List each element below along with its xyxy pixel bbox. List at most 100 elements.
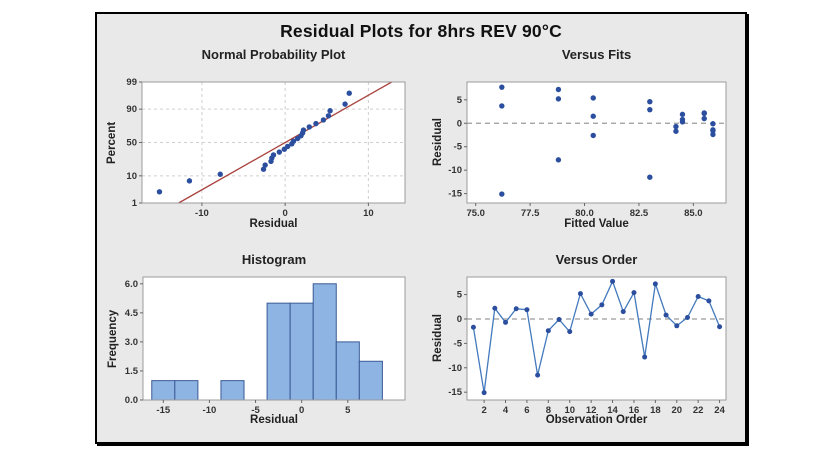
- x-tick-label: 8: [546, 405, 551, 416]
- x-tick-label: 4: [503, 405, 509, 416]
- data-point: [673, 123, 679, 130]
- y-tick-label: 0.0: [125, 395, 138, 406]
- x-tick-label: 18: [650, 405, 661, 416]
- data-point: [647, 106, 653, 113]
- x-tick-label: 14: [607, 405, 618, 416]
- x-axis-label-fitted-value: Fitted Value: [564, 218, 629, 230]
- chart-npp: -10 0 10 1 10 50 90 99: [126, 77, 406, 219]
- data-point: [320, 117, 327, 123]
- chart-title-versus-order: Versus Order: [555, 252, 638, 267]
- data-point: [290, 138, 297, 144]
- y-tick-label: 1: [132, 198, 138, 209]
- histogram-bar: [220, 380, 245, 401]
- x-tick-label: 0: [299, 405, 304, 416]
- y-tick-label: 4.5: [125, 308, 139, 319]
- x-tick-label: 80.0: [575, 208, 594, 219]
- data-point: [679, 119, 686, 125]
- data-point: [499, 84, 505, 90]
- data-point: [499, 191, 505, 197]
- y-tick-label: 1.5: [125, 366, 139, 377]
- x-tick-label: -10: [195, 208, 209, 219]
- chart-hist: -15 -10 -5 0 5 0.0 1.5 3.0 4.5 6.0: [125, 276, 406, 416]
- y-tick-label: 99: [126, 77, 137, 88]
- data-point: [590, 95, 596, 101]
- chart-title-histogram: Histogram: [241, 252, 307, 267]
- y-tick-label: -15: [448, 189, 462, 200]
- y-tick-label: 0: [457, 118, 462, 129]
- data-point: [217, 171, 223, 177]
- data-point: [260, 166, 267, 172]
- data-point: [186, 178, 193, 184]
- data-point: [284, 143, 291, 150]
- data-point: [710, 128, 716, 134]
- y-tick-label: -10: [448, 165, 462, 176]
- figure-title: Residual Plots for 8hrs REV 90°C: [280, 21, 562, 41]
- chart-fits: 75.0 77.5 80.0 82.5 85.0 -15 -10 -5 0 5: [448, 81, 727, 219]
- y-tick-label: 3.0: [125, 337, 138, 348]
- data-point: [470, 324, 476, 330]
- fit-line: [178, 81, 393, 204]
- x-tick-label: 10: [564, 405, 575, 416]
- data-point: [492, 305, 498, 311]
- data-point: [325, 113, 332, 119]
- data-point: [306, 124, 312, 130]
- data-point: [642, 354, 648, 360]
- data-point: [327, 108, 333, 114]
- data-point: [717, 324, 723, 330]
- x-tick-label: 24: [714, 405, 725, 416]
- data-point: [652, 281, 658, 287]
- x-axis-label-residual-hist: Residual: [250, 414, 298, 426]
- residual-plots-figure: Residual Plots for 8hrs REV 90°C Normal …: [95, 12, 747, 444]
- data-point: [346, 90, 352, 96]
- x-tick-label: 16: [629, 405, 640, 416]
- data-point: [313, 120, 319, 127]
- x-tick-label: 6: [524, 405, 529, 416]
- data-point: [270, 152, 277, 158]
- data-point: [590, 113, 596, 119]
- x-axis-label-observation-order: Observation Order: [545, 414, 648, 426]
- data-point: [545, 328, 551, 334]
- histogram-bar: [358, 360, 383, 401]
- plot-frame: [142, 276, 406, 401]
- data-point: [481, 390, 487, 396]
- data-point: [300, 127, 307, 133]
- y-tick-label: -15: [448, 387, 462, 398]
- data-point: [710, 131, 716, 138]
- data-point: [706, 298, 712, 304]
- data-point: [556, 316, 562, 322]
- x-tick-label: 22: [693, 405, 704, 416]
- data-point: [663, 312, 669, 318]
- data-point: [276, 149, 283, 155]
- chart-order: 2 4 6 8 10 12 14 16 18 20 22 24-15-10-505: [448, 276, 727, 416]
- y-tick-label: -10: [448, 363, 462, 374]
- data-point: [647, 98, 653, 105]
- data-point: [588, 311, 594, 317]
- histogram-bar: [312, 283, 337, 401]
- histogram-bar: [151, 380, 176, 401]
- data-point: [647, 174, 653, 180]
- data-point: [555, 96, 562, 102]
- y-tick-label: 90: [126, 104, 137, 115]
- data-point: [679, 111, 686, 118]
- data-point: [684, 315, 690, 321]
- x-tick-label: -5: [251, 405, 260, 416]
- data-point: [503, 319, 509, 325]
- data-point: [555, 157, 562, 163]
- data-point: [674, 323, 680, 329]
- plot-frame: [466, 276, 727, 401]
- y-tick-label: 50: [126, 138, 137, 149]
- x-tick-label: 82.5: [630, 208, 649, 219]
- data-point: [620, 309, 626, 315]
- chart-title-normal-probability-plot: Normal Probability Plot: [201, 47, 346, 62]
- data-point: [695, 294, 701, 300]
- histogram-bar: [289, 302, 314, 401]
- data-point: [567, 329, 573, 335]
- x-tick-label: 10: [363, 208, 374, 219]
- histogram-bar: [266, 302, 291, 401]
- data-point: [513, 306, 519, 312]
- data-point: [156, 189, 163, 195]
- data-point: [577, 291, 583, 297]
- x-tick-label: -10: [203, 405, 217, 416]
